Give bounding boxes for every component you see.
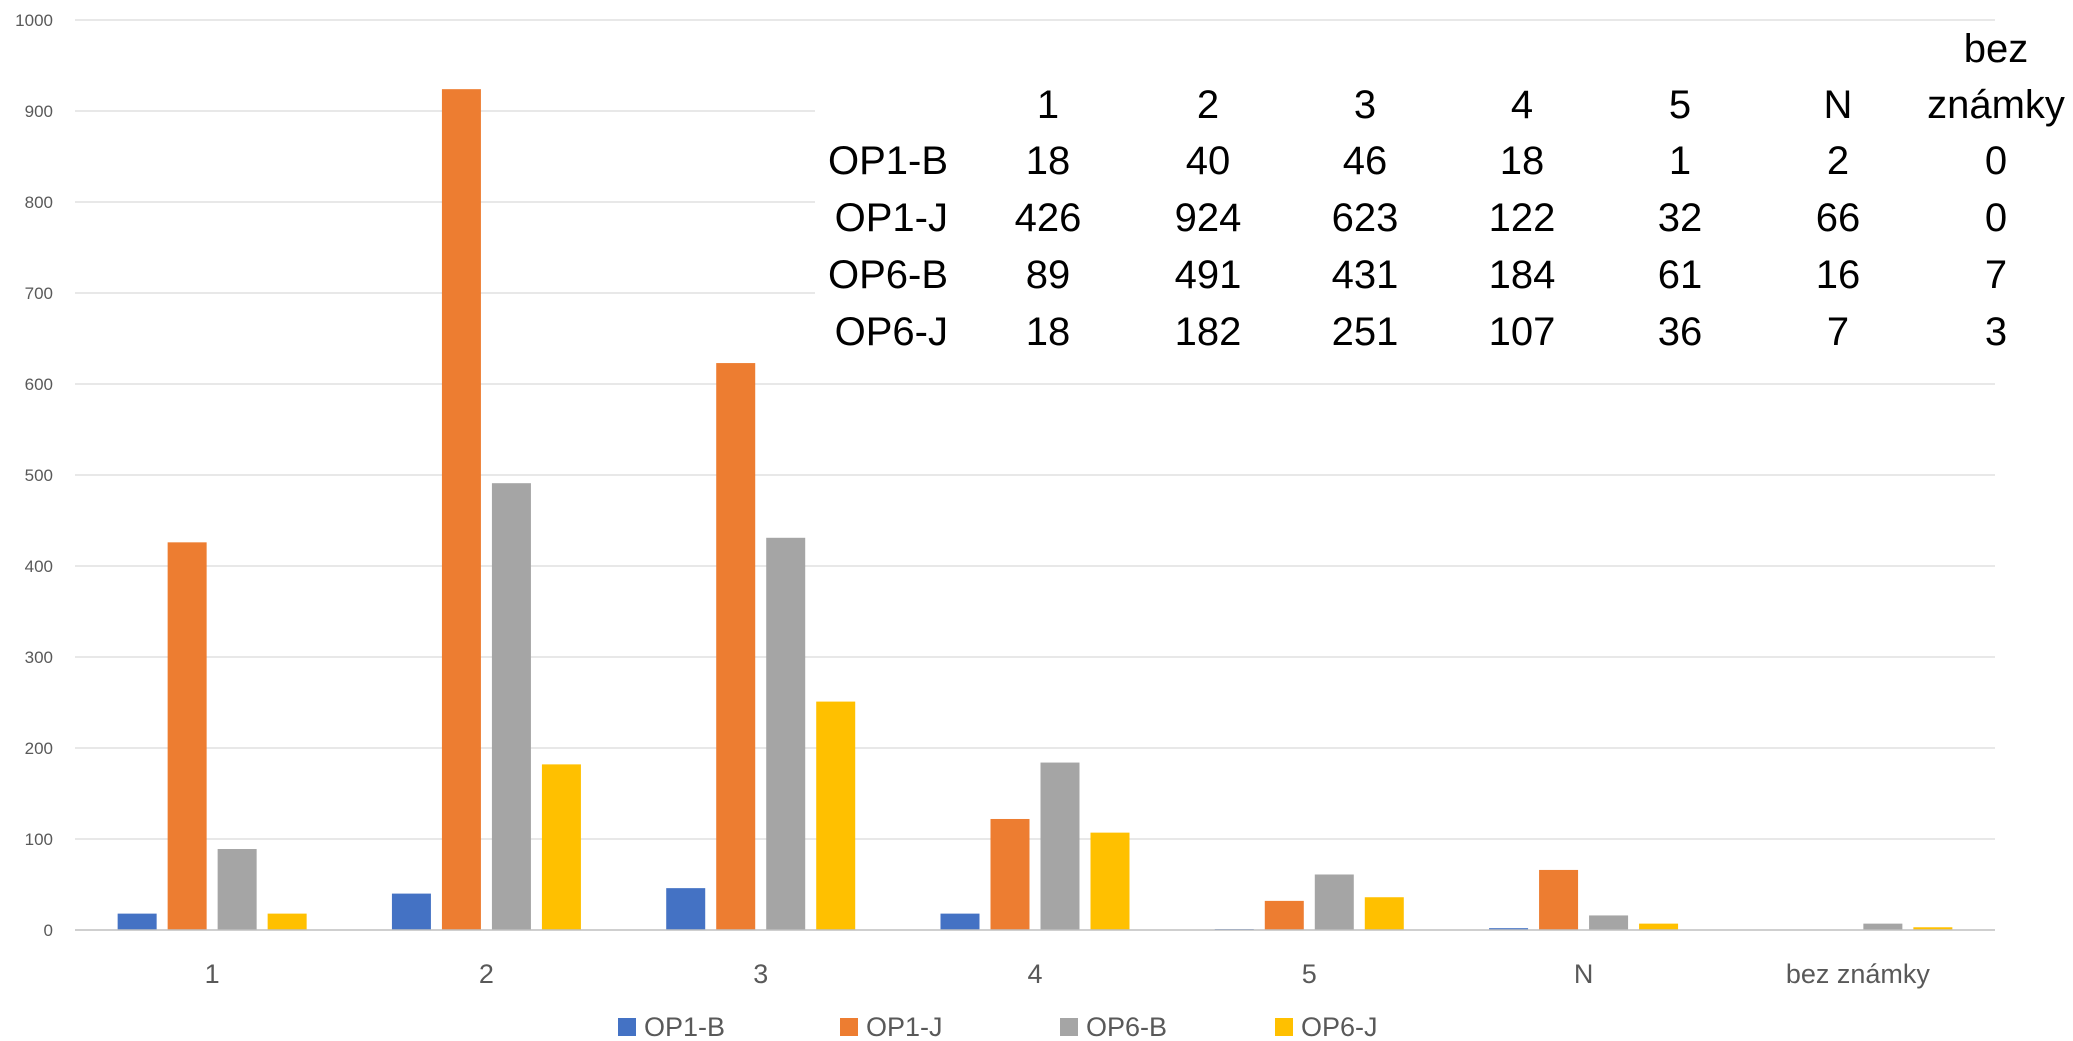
table-cell: 491 <box>1175 253 1242 297</box>
bar-op6-b-5 <box>1589 915 1629 930</box>
table-row-label: OP1-J <box>835 196 948 240</box>
table-cell: 18 <box>1500 139 1545 183</box>
y-tick-label: 700 <box>25 284 53 303</box>
y-tick-label: 300 <box>25 648 53 667</box>
legend-swatch-op1-j <box>840 1018 858 1036</box>
bar-op1-j-4 <box>1264 900 1304 930</box>
x-tick-label: bez známky <box>1786 959 1931 989</box>
y-tick-label: 400 <box>25 557 53 576</box>
x-tick-label: N <box>1574 959 1594 989</box>
x-tick-label: 5 <box>1302 959 1317 989</box>
bar-op1-j-1 <box>441 89 481 930</box>
table-cell: 40 <box>1186 139 1231 183</box>
y-tick-label: 600 <box>25 375 53 394</box>
y-tick-label: 0 <box>44 921 53 940</box>
bar-op6-b-3 <box>1040 762 1080 930</box>
bar-op6-j-2 <box>816 701 856 930</box>
y-tick-label: 800 <box>25 193 53 212</box>
legend-swatch-op6-j <box>1275 1018 1293 1036</box>
bar-op6-j-3 <box>1090 832 1130 930</box>
y-tick-label: 1000 <box>15 11 53 30</box>
table-cell: 16 <box>1816 253 1861 297</box>
table-cell: 431 <box>1332 253 1399 297</box>
bar-op1-b-5 <box>1489 928 1529 930</box>
bar-op6-b-6 <box>1863 923 1903 930</box>
bar-op1-j-2 <box>716 363 756 930</box>
bar-op6-b-1 <box>491 483 531 930</box>
table-cell: 32 <box>1658 196 1703 240</box>
x-tick-label: 3 <box>753 959 768 989</box>
table-cell: 182 <box>1175 310 1242 354</box>
bar-op6-b-4 <box>1314 874 1354 930</box>
table-header: bez <box>1964 27 2029 71</box>
table-header: 4 <box>1511 83 1533 127</box>
y-tick-label: 200 <box>25 739 53 758</box>
bar-op6-j-5 <box>1639 923 1679 930</box>
table-cell: 623 <box>1332 196 1399 240</box>
table-header: N <box>1824 83 1853 127</box>
table-header: 2 <box>1197 83 1219 127</box>
legend-swatch-op1-b <box>618 1018 636 1036</box>
table-cell: 36 <box>1658 310 1703 354</box>
y-tick-label: 500 <box>25 466 53 485</box>
table-cell: 7 <box>1827 310 1849 354</box>
table-cell: 0 <box>1985 139 2007 183</box>
table-cell: 122 <box>1489 196 1556 240</box>
bar-op6-j-0 <box>267 913 307 930</box>
table-row-label: OP1-B <box>828 139 948 183</box>
bar-op6-j-1 <box>541 764 581 930</box>
table-cell: 7 <box>1985 253 2007 297</box>
bars <box>117 89 1953 930</box>
table-cell: 1 <box>1669 139 1691 183</box>
table-cell: 46 <box>1343 139 1388 183</box>
table-cell: 3 <box>1985 310 2007 354</box>
bar-op6-j-6 <box>1913 927 1953 930</box>
x-tick-label: 2 <box>479 959 494 989</box>
table-row-label: OP6-B <box>828 253 948 297</box>
legend-label: OP1-J <box>866 1012 943 1041</box>
table-cell: 66 <box>1816 196 1861 240</box>
table-cell: 61 <box>1658 253 1703 297</box>
table-header: 5 <box>1669 83 1691 127</box>
bar-op6-b-0 <box>217 849 257 930</box>
bar-op1-j-3 <box>990 818 1030 930</box>
legend-label: OP1-B <box>644 1012 725 1041</box>
x-tick-label: 1 <box>205 959 220 989</box>
table-cell: 18 <box>1026 310 1071 354</box>
table-cell: 924 <box>1175 196 1242 240</box>
bar-op1-j-0 <box>167 542 207 930</box>
y-tick-label: 900 <box>25 102 53 121</box>
bar-op6-j-4 <box>1364 897 1404 930</box>
table-cell: 426 <box>1015 196 1082 240</box>
table-header: 3 <box>1354 83 1376 127</box>
table-header: 1 <box>1037 83 1059 127</box>
table-cell: 107 <box>1489 310 1556 354</box>
x-tick-label: 4 <box>1027 959 1042 989</box>
table-cell: 89 <box>1026 253 1071 297</box>
data-table-background <box>815 25 2073 380</box>
y-tick-label: 100 <box>25 830 53 849</box>
table-cell: 0 <box>1985 196 2007 240</box>
table-cell: 2 <box>1827 139 1849 183</box>
legend-swatch-op6-b <box>1060 1018 1078 1036</box>
legend-label: OP6-J <box>1301 1012 1378 1041</box>
bar-op1-b-3 <box>940 913 980 930</box>
bar-op1-j-5 <box>1539 869 1579 930</box>
y-axis-ticks: 0 100 200 300 400 500 600 700 800 900 1000 <box>15 11 53 940</box>
table-cell: 18 <box>1026 139 1071 183</box>
legend: OP1-B OP1-J OP6-B OP6-J <box>618 1012 1378 1041</box>
bar-op1-b-0 <box>117 913 157 930</box>
table-row-label: OP6-J <box>835 310 948 354</box>
table-header: známky <box>1927 83 2065 127</box>
bar-op6-b-2 <box>766 537 806 930</box>
bar-op1-b-1 <box>391 893 431 930</box>
bar-op1-b-2 <box>666 888 706 930</box>
legend-label: OP6-B <box>1086 1012 1167 1041</box>
table-cell: 184 <box>1489 253 1556 297</box>
table-cell: 251 <box>1332 310 1399 354</box>
